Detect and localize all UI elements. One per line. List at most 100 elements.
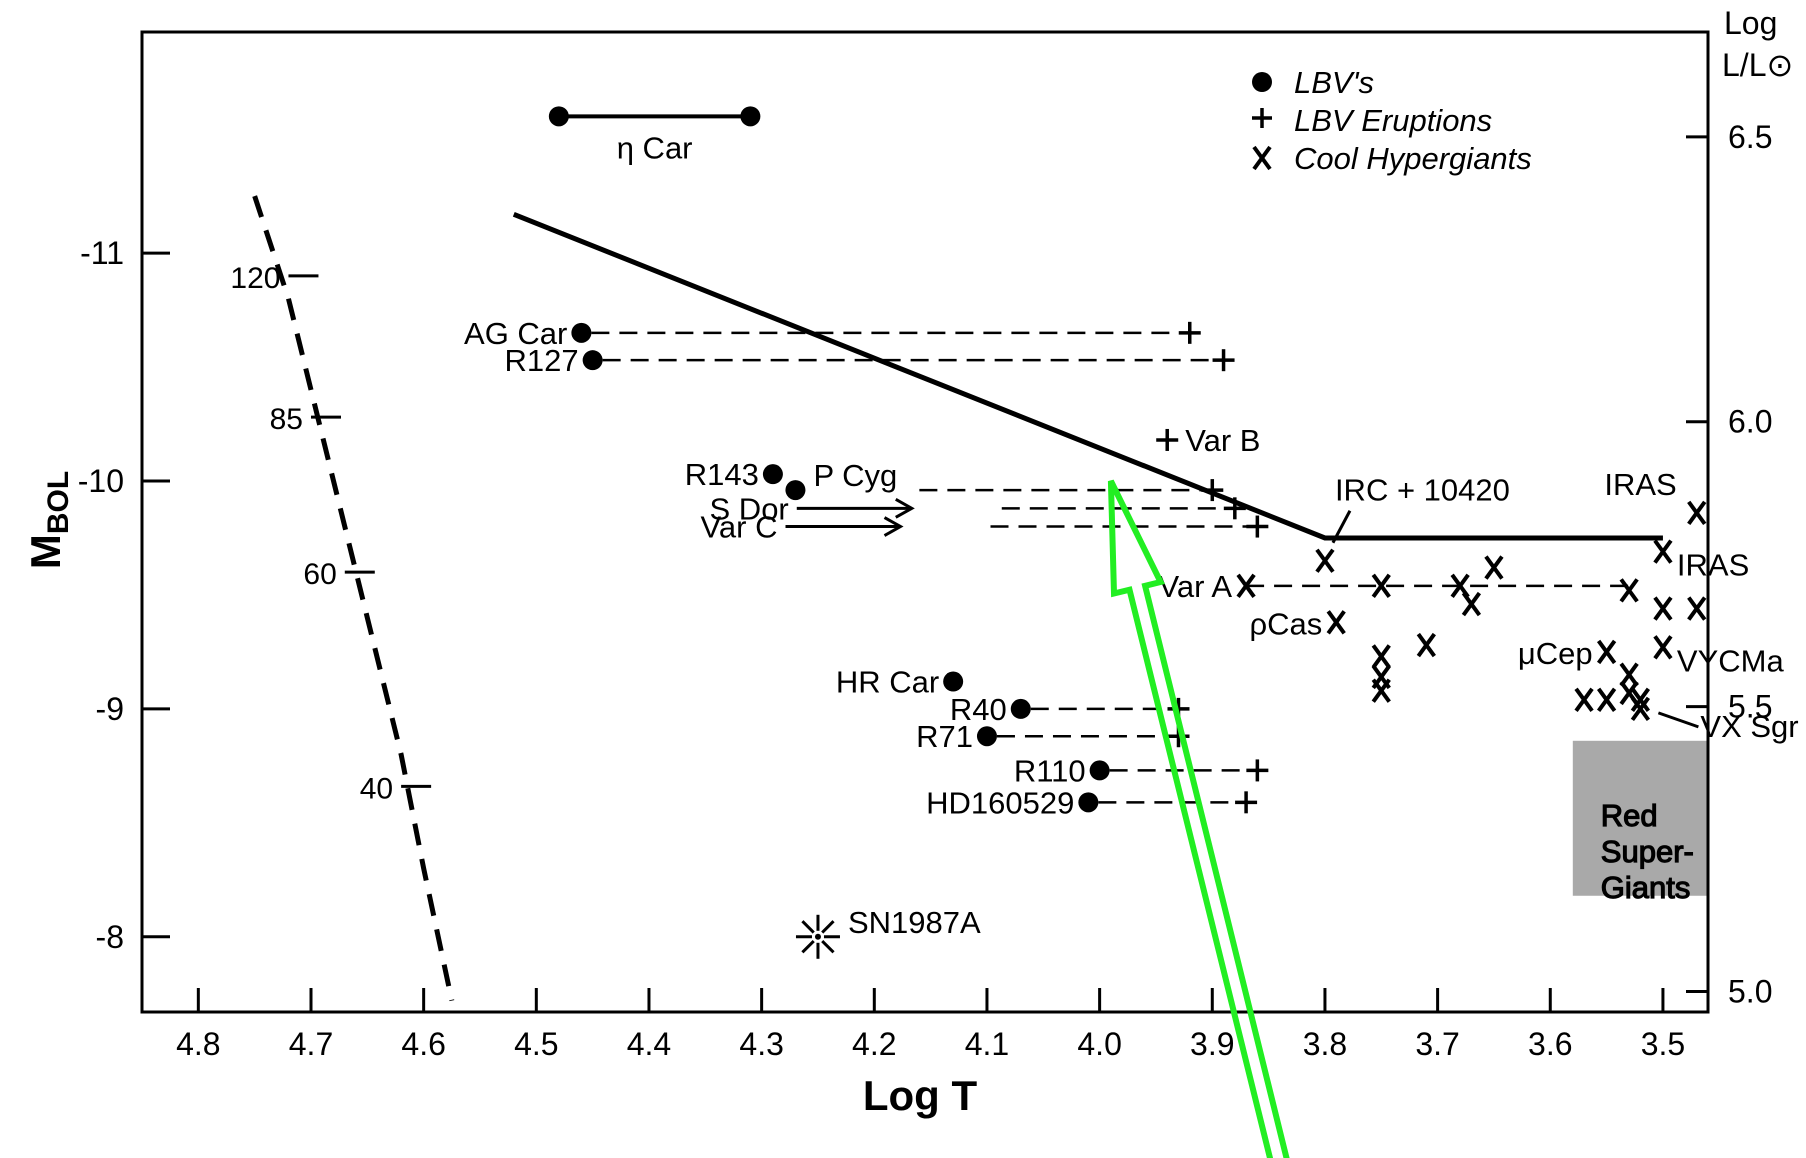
hypergiant-x-b [1416,632,1436,658]
sn1987a-ray [821,939,835,954]
hypergiant-x-b [1630,696,1651,722]
legend-label: LBV's [1294,65,1374,100]
lbv-label: R127 [505,343,579,378]
hypergiant-label: ρCas [1249,606,1322,641]
hypergiant-x-b [1596,687,1617,712]
lbv-label: P Cyg [813,458,897,493]
hypergiant-x-b [1315,548,1335,573]
sn1987a-label: SN1987A [848,905,981,940]
eta-car-point [548,106,569,127]
hypergiant-x-b [1687,500,1707,526]
x-tick-label: 4.6 [401,1026,445,1062]
x-axis-title: Log T [863,1072,978,1119]
hypergiant-x [1653,596,1673,621]
sn1987a-ray [821,920,835,934]
hypergiant-x-b [1326,610,1346,635]
lbv-label: AG Car [464,316,567,351]
x-tick-label: 4.4 [627,1026,671,1062]
irc-pointer [1331,510,1352,544]
hypergiant-x-b [1484,555,1504,580]
y-tick-label: -9 [96,691,124,727]
vxsgr-pointer [1657,711,1699,729]
hypergiant-x [1315,548,1335,573]
hypergiant-x [1371,573,1391,598]
hypergiant-x [1687,500,1707,526]
hypergiant-label: VYCMa [1677,643,1785,678]
hypergiant-label: μCep [1518,636,1593,671]
hypergiant-x [1596,687,1617,712]
x-tick-label: 3.8 [1303,1026,1347,1062]
x-tick-label: 4.3 [739,1026,783,1062]
arrow-head [883,516,904,537]
legend-label: Cool Hypergiants [1294,141,1532,176]
legend-symbol-circle [1252,72,1272,92]
x-tick-label: 4.5 [514,1026,558,1062]
hypergiant-x-b [1450,573,1470,598]
eta-car-label: η Car [617,130,693,165]
y-axis-title-sub: BOL [42,471,75,534]
x-tick-label: 3.7 [1415,1026,1459,1062]
eruption-plus [1212,349,1235,372]
right-tick-label: 6.0 [1728,404,1772,440]
var-b-label: Var B [1185,423,1260,458]
eruption-plus [1223,497,1246,520]
hypergiant-x [1687,596,1707,621]
lbv-label: HR Car [836,665,939,700]
eruption-plus [1246,515,1269,538]
hypergiant-x-b [1461,591,1482,617]
eruption-plus [1201,479,1224,502]
hypergiant-x [1630,687,1651,712]
sn1987a-ray [801,939,815,954]
hypergiant-x-b [1687,596,1707,621]
zams-curve [252,195,455,1002]
hypergiant-x [1461,591,1482,617]
eruption-plus [1235,791,1258,814]
x-tick-label: 4.8 [176,1026,220,1062]
right-tick-label: 6.5 [1728,119,1772,155]
var-a-x-b [1236,573,1256,598]
mass-label: 120 [230,262,280,295]
lbv-point [976,726,997,747]
hypergiant-x-b [1574,687,1594,712]
x-tick-label: 3.5 [1641,1026,1685,1062]
hypergiant-label: VX Sgr [1700,709,1798,744]
x-tick-label: 3.9 [1190,1026,1234,1062]
lbv-point [943,671,964,692]
x-tick-label: 4.0 [1077,1026,1121,1062]
right-tick-label: 5.0 [1728,973,1772,1009]
hypergiant-x [1371,644,1391,669]
hypergiant-x [1653,539,1673,564]
hypergiant-x-b [1619,578,1639,603]
hypergiant-x [1596,639,1617,665]
red-supergiants-label: Red [1601,798,1658,833]
hypergiant-x-b [1619,680,1639,706]
hypergiant-x-b [1619,662,1639,687]
x-tick-label: 4.2 [852,1026,896,1062]
hypergiant-label: IRAS [1604,467,1676,502]
hypergiant-label: IRC + 10420 [1335,473,1510,508]
lbv-label: R143 [685,457,759,492]
legend-symbol-x [1252,145,1272,171]
var-a-label: Var A [1159,569,1233,604]
lbv-label: S Dor [710,491,789,526]
hypergiant-x [1416,632,1436,658]
y-tick-label: -11 [80,235,124,271]
legend-symbol-x-b [1252,145,1272,171]
y-axis-title: MBOL [22,471,75,569]
lbv-point [582,350,603,371]
lbv-point [1078,792,1099,813]
lbv-label: R71 [916,719,973,754]
eruption-plus [1178,321,1201,344]
sn1987a-ray [801,920,815,934]
right-axis-title-line2: L/L⊙ [1722,47,1793,83]
hypergiant-x [1619,662,1639,687]
green-annotation-arrow [1107,479,1290,1158]
hypergiant-x-b [1371,678,1391,703]
hypergiant-x [1574,687,1594,712]
right-tick-label: 5.5 [1728,689,1772,725]
red-supergiants-region [1572,740,1708,896]
hypergiant-x [1619,578,1639,603]
hypergiant-label: IRAS [1677,548,1749,583]
legend-symbol-plus [1252,108,1272,128]
x-tick-label: 4.1 [965,1026,1009,1062]
